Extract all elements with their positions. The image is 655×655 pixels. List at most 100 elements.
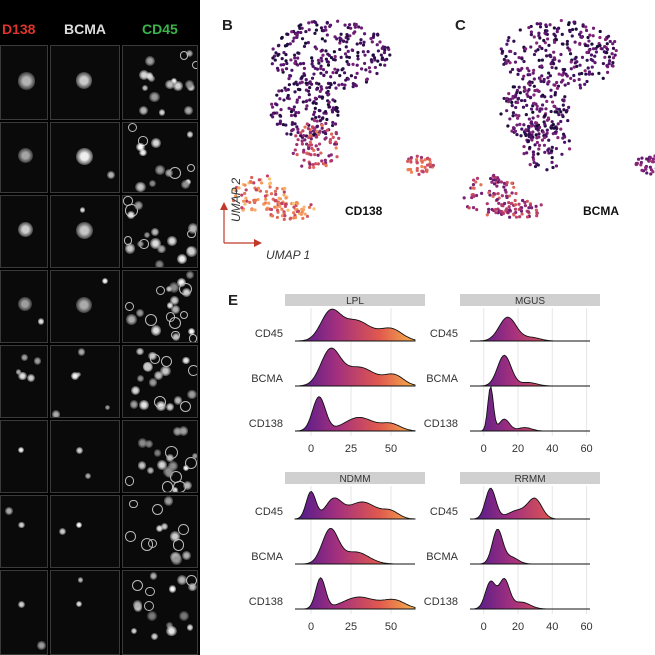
x-tick-label: 0 [481,443,487,455]
umap-point [346,77,350,81]
umap-point [330,132,334,136]
umap-point [532,84,536,88]
umap-point [307,143,311,147]
umap-point [287,83,291,87]
umap-point [506,39,510,43]
cell-nucleus [180,401,192,413]
umap-point [299,30,303,35]
umap-point [549,88,553,92]
cell-nucleus [152,504,164,516]
umap-point [308,131,313,135]
umap-point [569,67,573,71]
umap-point [525,151,529,155]
micro-cell [0,570,48,655]
umap-point [327,85,332,89]
umap-point [299,134,303,138]
umap-point [309,203,313,207]
umap-point [307,205,312,209]
cell-nucleus [105,405,111,411]
umap-point [314,144,318,148]
umap-point [364,68,368,72]
umap-point [244,188,248,192]
umap-point [274,192,278,196]
umap-point [511,85,515,89]
umap-point [548,74,552,78]
umap-point [611,60,615,65]
umap-point [564,110,568,114]
umap-point [545,29,549,33]
umap-point [535,140,540,145]
umap-point [559,110,563,114]
umap-point [495,184,499,188]
umap-point [380,56,384,60]
umap-point [504,183,509,187]
umap-point [254,198,258,202]
umap-point [471,178,476,182]
umap-point [375,43,379,47]
cell-nucleus [129,400,139,409]
umap-point [287,77,291,81]
umap-point [431,163,435,167]
umap-point [324,131,328,136]
umap-point [319,66,323,71]
umap-point [275,208,280,212]
umap-point [547,151,551,155]
umap-point [278,97,282,101]
umap-point [324,70,329,74]
umap-point [308,98,312,102]
umap-point [325,91,329,95]
umap-point [359,38,363,42]
umap-point [545,128,549,132]
umap-point [421,170,425,174]
umap-point [336,68,340,72]
umap-point [474,193,479,198]
umap-point [372,56,377,60]
umap-point [538,109,542,113]
umap-point [323,39,327,43]
umap-point [318,129,322,133]
umap-point [327,100,331,104]
umap-point [518,28,522,32]
umap-point [544,48,548,53]
cell-nucleus [173,81,183,92]
umap-point [243,183,247,187]
umap-point [527,25,531,30]
cell-nucleus [77,348,86,356]
cell-nucleus [134,200,144,210]
umap-point [583,82,587,86]
umap-point [349,74,354,78]
umap-point [320,123,324,127]
umap-point [649,172,653,176]
cell-nucleus [153,449,161,457]
umap-point [300,80,304,84]
umap-point [598,44,602,48]
umap-point [301,61,306,66]
x-tick-label: 40 [546,621,558,633]
umap-point [293,113,297,117]
umap-point [409,160,413,164]
umap-point [555,86,560,90]
cell-nucleus [138,70,150,81]
cell-nucleus [163,496,174,506]
umap-point [321,116,325,120]
umap-point [491,178,495,182]
umap-point [343,52,348,56]
umap-point [536,163,540,167]
ridge-label: CD138 [249,596,283,608]
cell-nucleus [178,523,189,535]
umap-point [307,28,311,32]
umap-point [346,25,350,30]
umap-point [339,32,343,36]
umap-point [293,148,297,152]
umap-point [312,118,317,123]
umap-point [318,119,322,123]
umap-point [298,62,303,66]
umap-point [541,93,545,97]
umap-point [300,37,305,41]
x-tick-label: 50 [385,621,397,633]
umap-point [545,54,549,58]
umap-point [243,191,247,196]
umap-point [560,32,564,36]
cell-nucleus [150,138,161,148]
cell-nucleus [177,253,188,264]
